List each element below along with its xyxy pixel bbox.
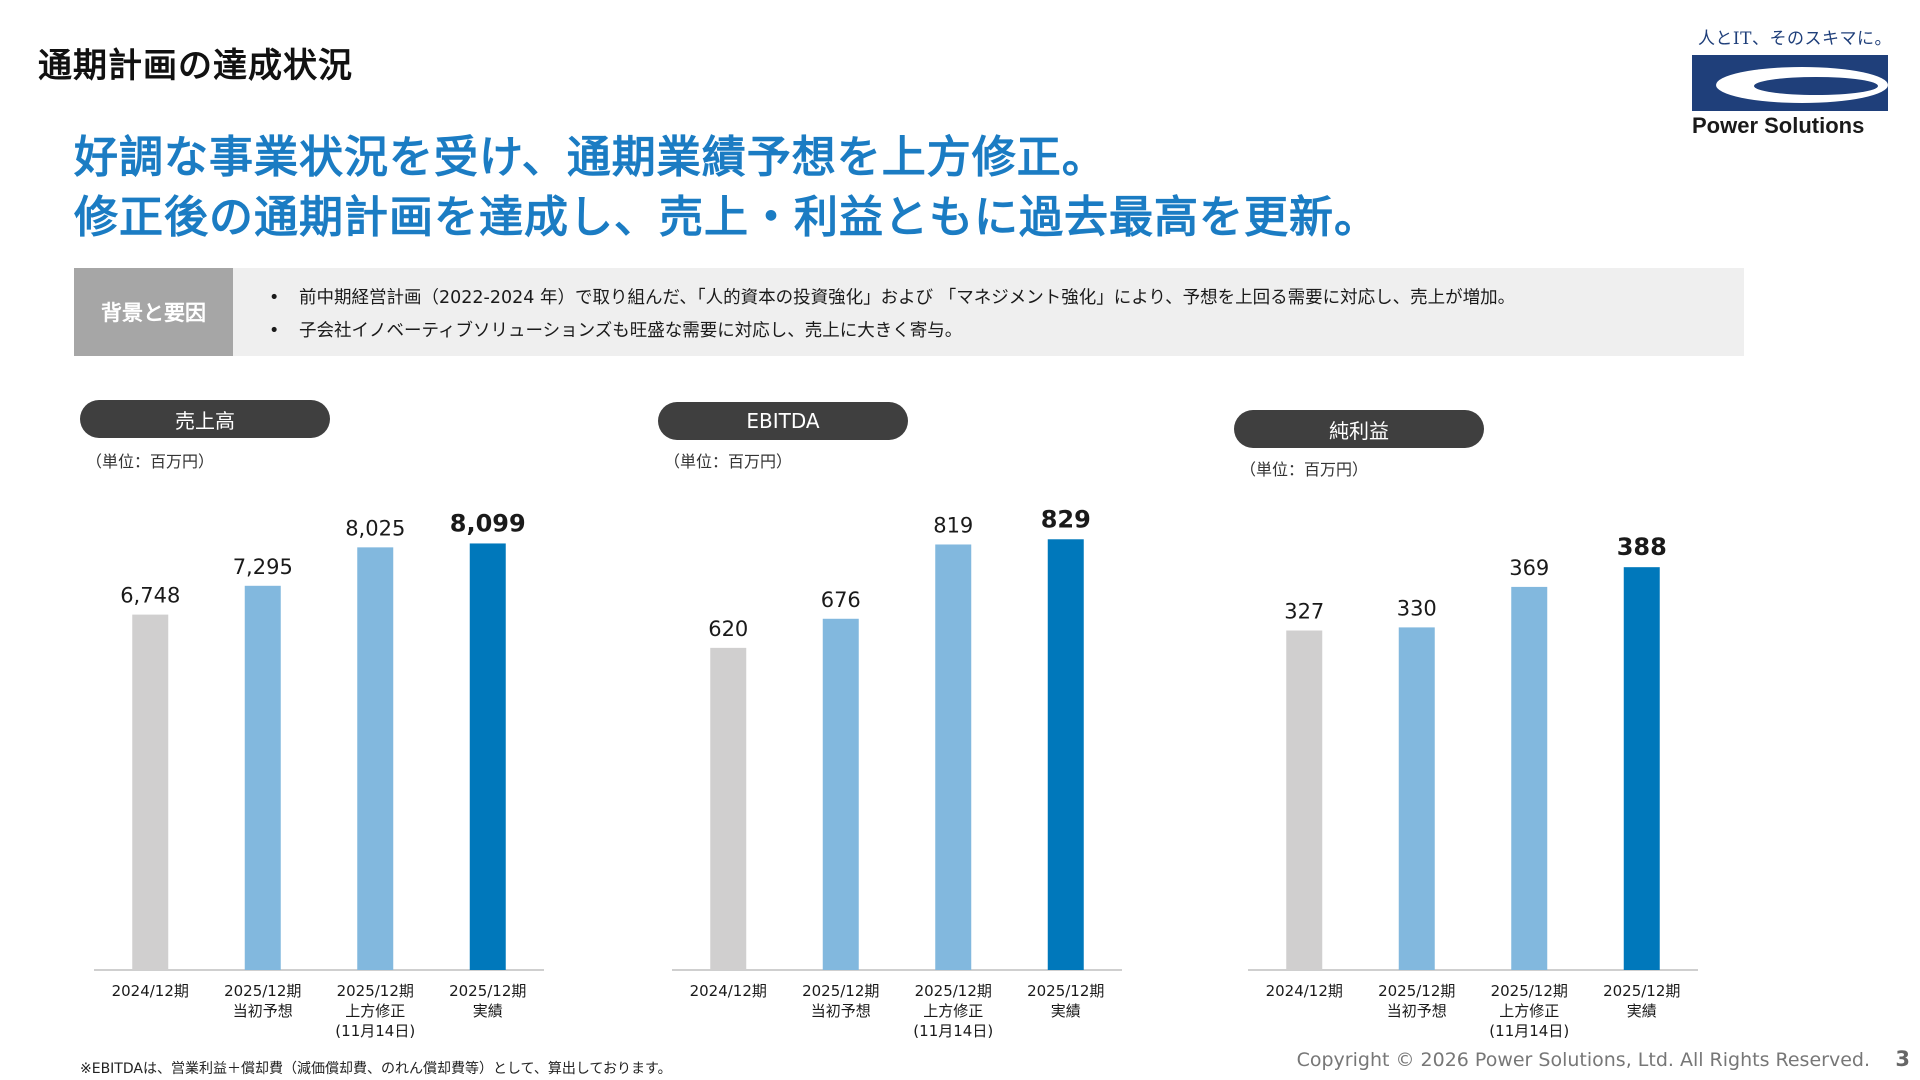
x-tick-label: 2025/12期 bbox=[1027, 982, 1104, 1000]
x-tick-label: 実績 bbox=[1051, 1002, 1081, 1020]
bar bbox=[244, 585, 281, 970]
page-number: 3 bbox=[1895, 1047, 1910, 1071]
net-income-bar-chart: 3272024/12期3302025/12期当初予想3692025/12期上方修… bbox=[1248, 533, 1698, 1040]
copyright: Copyright © 2026 Power Solutions, Ltd. A… bbox=[1296, 1049, 1870, 1071]
bar-value-label: 7,295 bbox=[233, 555, 293, 579]
background-factors-box: 背景と要因 前中期経営計画（2022-2024 年）で取り組んだ、「人的資本の投… bbox=[74, 268, 1744, 356]
chart-unit-label: （単位：百万円） bbox=[86, 452, 215, 471]
bar bbox=[1286, 630, 1323, 970]
bar-value-label: 330 bbox=[1397, 596, 1437, 620]
page-title: 通期計画の達成状況 bbox=[38, 46, 353, 86]
x-tick-label: 上方修正 bbox=[1499, 1002, 1559, 1020]
x-tick-label: 2025/12期 bbox=[1603, 982, 1680, 1000]
revenue-bar-chart: 6,7482024/12期7,2952025/12期当初予想8,0252025/… bbox=[94, 509, 544, 1040]
chart-title-pill: 純利益 bbox=[1234, 410, 1484, 448]
bar-value-label: 388 bbox=[1617, 533, 1667, 561]
x-tick-label: (11月14日) bbox=[1489, 1022, 1569, 1040]
bar-value-label: 620 bbox=[708, 617, 748, 641]
chart-unit-label: （単位：百万円） bbox=[1240, 460, 1369, 479]
headline-line-2: 修正後の通期計画を達成し、売上・利益ともに過去最高を更新。 bbox=[74, 192, 1379, 243]
bar bbox=[1398, 627, 1435, 970]
bar bbox=[1511, 586, 1548, 970]
bar-value-label: 676 bbox=[821, 588, 861, 612]
bar bbox=[132, 614, 169, 970]
bar-value-label: 369 bbox=[1509, 556, 1549, 580]
x-tick-label: 上方修正 bbox=[923, 1002, 983, 1020]
bar bbox=[469, 543, 506, 970]
x-tick-label: 当初予想 bbox=[233, 1002, 293, 1020]
chart-panel-net-income: 純利益 （単位：百万円） 327 2024/12期 330 2025/12期 当初予想 3… bbox=[1228, 410, 1788, 1060]
bar bbox=[1623, 567, 1660, 970]
chart-panel-ebitda: EBITDA （単位：百万円） 620 2024/12期 676 2025/12期 当初… bbox=[652, 402, 1212, 1052]
background-bullet: 前中期経営計画（2022-2024 年）で取り組んだ、「人的資本の投資強化」およ… bbox=[269, 282, 1515, 315]
bar-value-label: 829 bbox=[1041, 505, 1091, 533]
background-bullet: 子会社イノベーティブソリューションズも旺盛な需要に対応し、売上に大きく寄与。 bbox=[269, 315, 1515, 348]
x-tick-label: 当初予想 bbox=[811, 1002, 871, 1020]
ebitda-bar-chart: 6202024/12期6762025/12期当初予想8192025/12期上方修… bbox=[672, 505, 1122, 1040]
brand-name: Power Solutions bbox=[1692, 113, 1865, 138]
bar-value-label: 327 bbox=[1284, 600, 1324, 624]
background-factors-label: 背景と要因 bbox=[74, 268, 233, 356]
x-tick-label: 2024/12期 bbox=[112, 982, 189, 1000]
x-tick-label: 2025/12期 bbox=[224, 982, 301, 1000]
chart-panel-revenue: 売上高 （単位：百万円） 6,748 2024/12期 7,295 2025/12期当… bbox=[74, 400, 634, 1050]
chart-unit-label: （単位：百万円） bbox=[664, 452, 793, 471]
chart-title-pill: EBITDA bbox=[658, 402, 908, 440]
x-tick-label: 2025/12期 bbox=[449, 982, 526, 1000]
bar-value-label: 819 bbox=[933, 513, 973, 537]
x-tick-label: (11月14日) bbox=[335, 1022, 415, 1040]
bar bbox=[935, 544, 972, 970]
chart-title-pill: 売上高 bbox=[80, 400, 330, 438]
x-tick-label: 2024/12期 bbox=[690, 982, 767, 1000]
bar bbox=[822, 618, 859, 970]
ebitda-footnote: ※EBITDAは、営業利益＋償却費（減価償却費、のれん償却費等）として、算出して… bbox=[80, 1061, 672, 1077]
x-tick-label: 2025/12期 bbox=[337, 982, 414, 1000]
x-tick-label: (11月14日) bbox=[913, 1022, 993, 1040]
background-factors-list: 前中期経営計画（2022-2024 年）で取り組んだ、「人的資本の投資強化」およ… bbox=[269, 282, 1515, 348]
bar-value-label: 6,748 bbox=[120, 584, 180, 608]
x-tick-label: 実績 bbox=[1627, 1002, 1657, 1020]
x-tick-label: 2025/12期 bbox=[802, 982, 879, 1000]
x-tick-label: 上方修正 bbox=[345, 1002, 405, 1020]
x-tick-label: 当初予想 bbox=[1387, 1002, 1447, 1020]
headline-line-1: 好調な事業状況を受け、通期業績予想を上方修正。 bbox=[74, 132, 1107, 183]
bar bbox=[1047, 539, 1084, 970]
x-tick-label: 2025/12期 bbox=[1491, 982, 1568, 1000]
x-tick-label: 2024/12期 bbox=[1266, 982, 1343, 1000]
bar bbox=[710, 647, 747, 970]
bar-value-label: 8,099 bbox=[450, 509, 526, 537]
brand-tagline: 人とIT、そのスキマに。 bbox=[1697, 29, 1892, 49]
headline: 好調な事業状況を受け、通期業績予想を上方修正。 修正後の通期計画を達成し、売上・… bbox=[74, 128, 1379, 248]
x-tick-label: 2025/12期 bbox=[915, 982, 992, 1000]
x-tick-label: 2025/12期 bbox=[1378, 982, 1455, 1000]
bar-value-label: 8,025 bbox=[345, 516, 405, 540]
bar bbox=[357, 547, 394, 970]
x-tick-label: 実績 bbox=[473, 1002, 503, 1020]
brand-block: 人とIT、そのスキマに。 Power Solutions bbox=[1692, 24, 1892, 139]
power-solutions-logo-icon bbox=[1692, 55, 1888, 111]
